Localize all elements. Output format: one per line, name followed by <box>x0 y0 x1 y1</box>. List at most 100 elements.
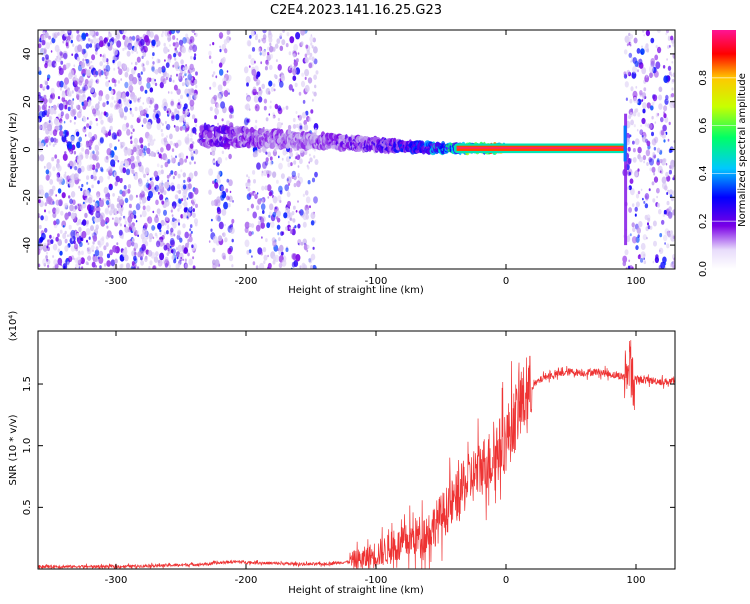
noise-speckle <box>149 105 151 108</box>
noise-speckle <box>663 139 666 143</box>
noise-speckle <box>48 120 51 123</box>
noise-speckle <box>95 51 98 55</box>
noise-speckle <box>247 179 251 184</box>
noise-speckle <box>52 143 55 147</box>
noise-speckle <box>39 154 45 162</box>
noise-speckle <box>82 126 87 133</box>
noise-speckle <box>301 112 307 119</box>
noise-speckle <box>246 39 252 47</box>
noise-speckle <box>118 68 123 75</box>
noise-speckle <box>141 55 144 60</box>
noise-speckle <box>193 56 196 61</box>
noise-speckle <box>95 265 97 268</box>
noise-speckle <box>178 189 182 195</box>
noise-speckle <box>59 130 64 137</box>
noise-speckle <box>244 221 250 229</box>
noise-speckle <box>658 86 663 93</box>
noise-speckle <box>143 230 148 237</box>
noise-speckle <box>92 150 95 155</box>
noise-speckle <box>640 242 646 251</box>
noise-speckle <box>192 127 197 134</box>
noise-speckle <box>76 94 80 100</box>
noise-speckle <box>660 117 664 123</box>
noise-speckle <box>59 51 63 56</box>
noise-speckle <box>124 226 129 233</box>
noise-speckle <box>144 167 150 175</box>
noise-speckle <box>228 105 234 113</box>
noise-speckle <box>138 99 141 103</box>
noise-speckle <box>653 176 659 183</box>
noise-speckle <box>253 150 259 158</box>
noise-speckle <box>220 191 223 196</box>
noise-speckle <box>289 36 295 44</box>
noise-speckle <box>305 209 310 215</box>
noise-speckle <box>170 209 173 213</box>
x-tick-label: -300 <box>105 575 128 586</box>
noise-speckle <box>118 139 120 142</box>
noise-speckle <box>193 187 199 195</box>
noise-speckle <box>148 190 153 199</box>
noise-speckle <box>191 30 196 33</box>
noise-speckle <box>59 57 62 61</box>
noise-speckle <box>312 37 316 43</box>
noise-speckle <box>177 98 181 103</box>
noise-speckle <box>86 123 90 128</box>
noise-speckle <box>106 260 111 267</box>
vertical-spike-core <box>623 125 627 162</box>
noise-speckle <box>260 172 264 177</box>
noise-speckle <box>67 243 71 248</box>
noise-speckle <box>627 36 632 43</box>
noise-speckle <box>269 53 274 59</box>
noise-speckle <box>85 261 89 265</box>
noise-speckle <box>133 46 138 53</box>
noise-speckle <box>146 217 150 222</box>
noise-speckle <box>656 147 661 153</box>
noise-speckle <box>141 152 145 158</box>
noise-speckle <box>659 170 662 173</box>
noise-speckle <box>70 229 76 238</box>
noise-speckle <box>267 173 270 178</box>
noise-speckle <box>272 240 277 247</box>
noise-speckle <box>129 136 133 140</box>
noise-speckle <box>137 251 142 258</box>
noise-speckle <box>103 68 106 71</box>
noise-speckle <box>106 148 112 156</box>
noise-speckle <box>666 192 669 195</box>
noise-speckle <box>150 180 154 187</box>
noise-speckle <box>109 154 112 159</box>
noise-speckle <box>62 225 65 228</box>
noise-speckle <box>122 167 125 171</box>
noise-speckle <box>227 247 232 255</box>
noise-speckle <box>315 70 319 75</box>
colorbar-tick-label: 0.0 <box>698 261 709 277</box>
noise-speckle <box>187 239 190 243</box>
noise-speckle <box>53 31 59 39</box>
noise-speckle <box>297 223 301 229</box>
noise-speckle <box>254 104 260 112</box>
noise-speckle <box>189 45 193 51</box>
noise-speckle <box>167 91 170 94</box>
noise-speckle <box>149 31 154 38</box>
noise-speckle <box>629 112 633 118</box>
noise-speckle <box>657 46 662 54</box>
noise-speckle <box>47 264 50 268</box>
noise-speckle <box>88 236 91 240</box>
noise-speckle <box>138 179 143 187</box>
noise-speckle <box>311 237 316 243</box>
noise-speckle <box>250 30 255 37</box>
noise-speckle <box>193 170 198 177</box>
noise-speckle <box>179 252 184 260</box>
noise-speckle <box>69 180 75 188</box>
noise-speckle <box>313 58 318 65</box>
noise-speckle <box>88 208 93 215</box>
noise-speckle <box>83 201 85 205</box>
noise-speckle <box>666 200 670 206</box>
noise-speckle <box>307 180 311 185</box>
noise-speckle <box>124 151 128 157</box>
noise-speckle <box>265 151 268 155</box>
colorbar-tick-label: 0.4 <box>698 165 709 181</box>
noise-speckle <box>87 197 93 204</box>
noise-speckle <box>172 35 176 40</box>
noise-speckle <box>261 38 264 42</box>
noise-speckle <box>249 35 252 39</box>
